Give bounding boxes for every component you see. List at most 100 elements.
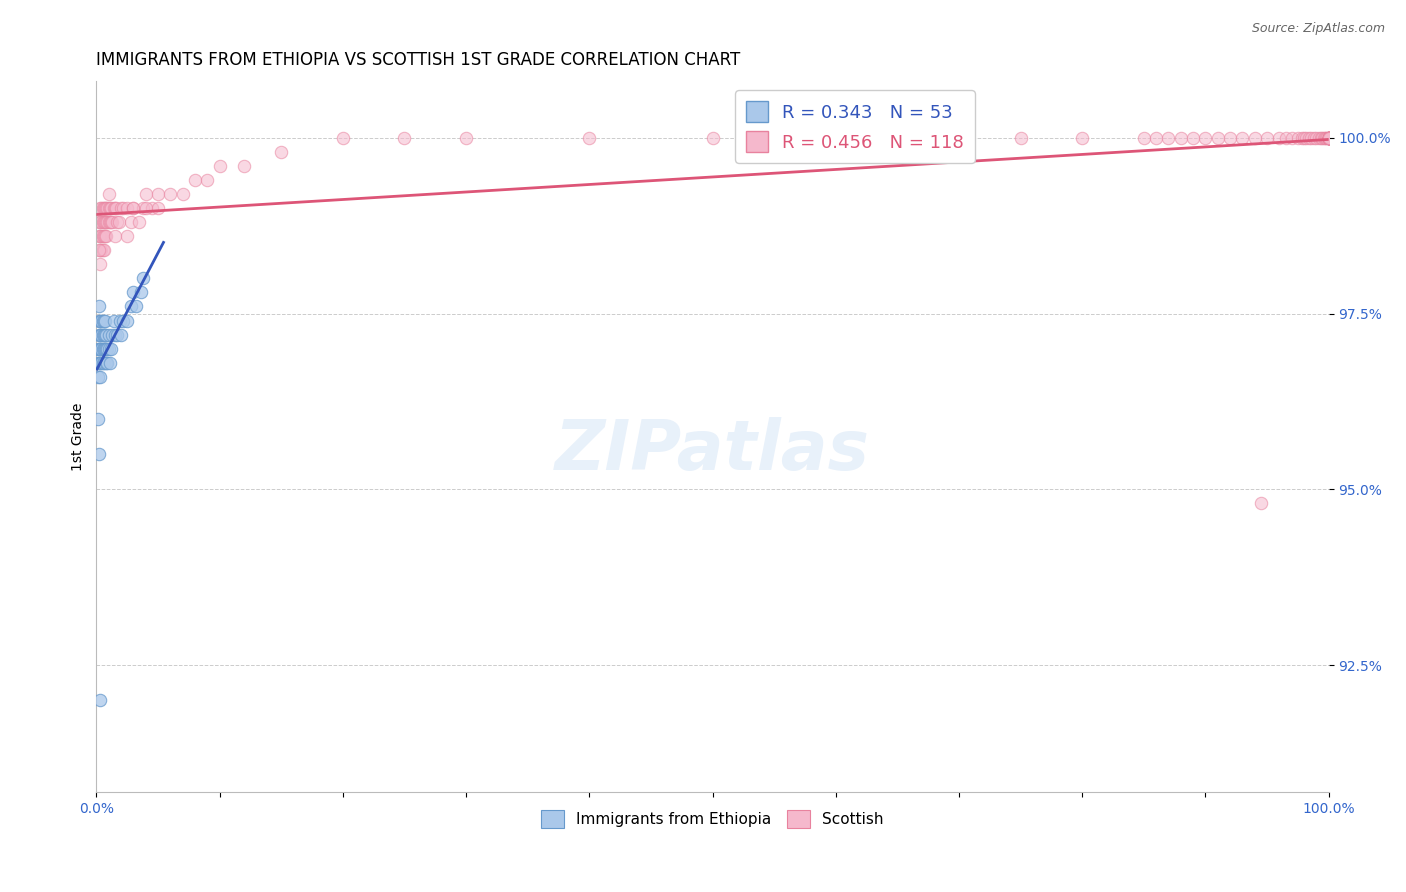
Point xyxy=(89,327,111,342)
Point xyxy=(94,229,117,244)
Point xyxy=(96,215,118,229)
Point xyxy=(195,173,218,187)
Point xyxy=(1274,130,1296,145)
Point xyxy=(91,229,114,244)
Point xyxy=(100,215,122,229)
Point xyxy=(128,215,150,229)
Point xyxy=(87,356,110,370)
Point xyxy=(87,215,110,229)
Point xyxy=(90,229,112,244)
Point xyxy=(1157,130,1180,145)
Point xyxy=(94,201,117,215)
Point xyxy=(89,201,111,215)
Point xyxy=(97,327,120,342)
Point xyxy=(89,313,111,327)
Point xyxy=(1317,130,1340,145)
Point xyxy=(132,201,155,215)
Point xyxy=(103,201,125,215)
Point xyxy=(1317,130,1340,145)
Point xyxy=(1298,130,1320,145)
Point xyxy=(93,356,115,370)
Point xyxy=(91,327,114,342)
Point xyxy=(1219,130,1241,145)
Point xyxy=(1317,130,1340,145)
Point xyxy=(1316,130,1339,145)
Point xyxy=(578,130,600,145)
Point xyxy=(101,215,124,229)
Point xyxy=(97,186,120,201)
Point xyxy=(93,229,115,244)
Point xyxy=(208,159,231,173)
Point xyxy=(94,342,117,356)
Point xyxy=(1010,130,1032,145)
Point xyxy=(91,356,114,370)
Point xyxy=(91,215,114,229)
Point xyxy=(1317,130,1340,145)
Point xyxy=(233,159,256,173)
Point xyxy=(141,201,163,215)
Point xyxy=(332,130,354,145)
Point xyxy=(98,201,121,215)
Point xyxy=(93,342,115,356)
Point xyxy=(122,201,145,215)
Point xyxy=(1295,130,1317,145)
Point xyxy=(96,201,118,215)
Point xyxy=(105,215,128,229)
Point xyxy=(129,285,152,300)
Point xyxy=(91,201,114,215)
Point xyxy=(1310,130,1333,145)
Point xyxy=(1206,130,1229,145)
Point xyxy=(1182,130,1205,145)
Point xyxy=(91,243,114,257)
Point xyxy=(90,201,112,215)
Point xyxy=(115,201,138,215)
Point xyxy=(96,356,118,370)
Point xyxy=(702,130,724,145)
Point xyxy=(1232,130,1254,145)
Point xyxy=(87,327,110,342)
Point xyxy=(1317,130,1340,145)
Legend: Immigrants from Ethiopia, Scottish: Immigrants from Ethiopia, Scottish xyxy=(536,805,890,834)
Point xyxy=(89,229,111,244)
Point xyxy=(1317,130,1340,145)
Point xyxy=(112,201,135,215)
Point xyxy=(104,201,127,215)
Y-axis label: 1st Grade: 1st Grade xyxy=(72,402,86,471)
Point xyxy=(120,215,142,229)
Point xyxy=(110,201,132,215)
Point xyxy=(87,342,110,356)
Point xyxy=(89,243,111,257)
Text: IMMIGRANTS FROM ETHIOPIA VS SCOTTISH 1ST GRADE CORRELATION CHART: IMMIGRANTS FROM ETHIOPIA VS SCOTTISH 1ST… xyxy=(97,51,741,69)
Point xyxy=(1281,130,1303,145)
Point xyxy=(1250,496,1272,510)
Point xyxy=(1194,130,1216,145)
Point xyxy=(89,257,111,271)
Point xyxy=(1317,130,1340,145)
Point xyxy=(172,186,194,201)
Point xyxy=(98,356,121,370)
Point xyxy=(824,130,846,145)
Point xyxy=(135,201,157,215)
Point xyxy=(103,313,125,327)
Point xyxy=(948,130,970,145)
Point xyxy=(87,313,110,327)
Point xyxy=(89,215,111,229)
Point xyxy=(90,243,112,257)
Point xyxy=(1302,130,1324,145)
Point xyxy=(1308,130,1330,145)
Point xyxy=(90,356,112,370)
Point xyxy=(105,327,128,342)
Point xyxy=(1286,130,1309,145)
Point xyxy=(1313,130,1336,145)
Point xyxy=(135,186,157,201)
Point xyxy=(96,342,118,356)
Point xyxy=(1301,130,1323,145)
Point xyxy=(104,229,127,244)
Point xyxy=(89,693,111,707)
Point xyxy=(1256,130,1278,145)
Point xyxy=(122,285,145,300)
Point xyxy=(96,215,118,229)
Point xyxy=(107,215,129,229)
Point xyxy=(1315,130,1337,145)
Point xyxy=(1268,130,1291,145)
